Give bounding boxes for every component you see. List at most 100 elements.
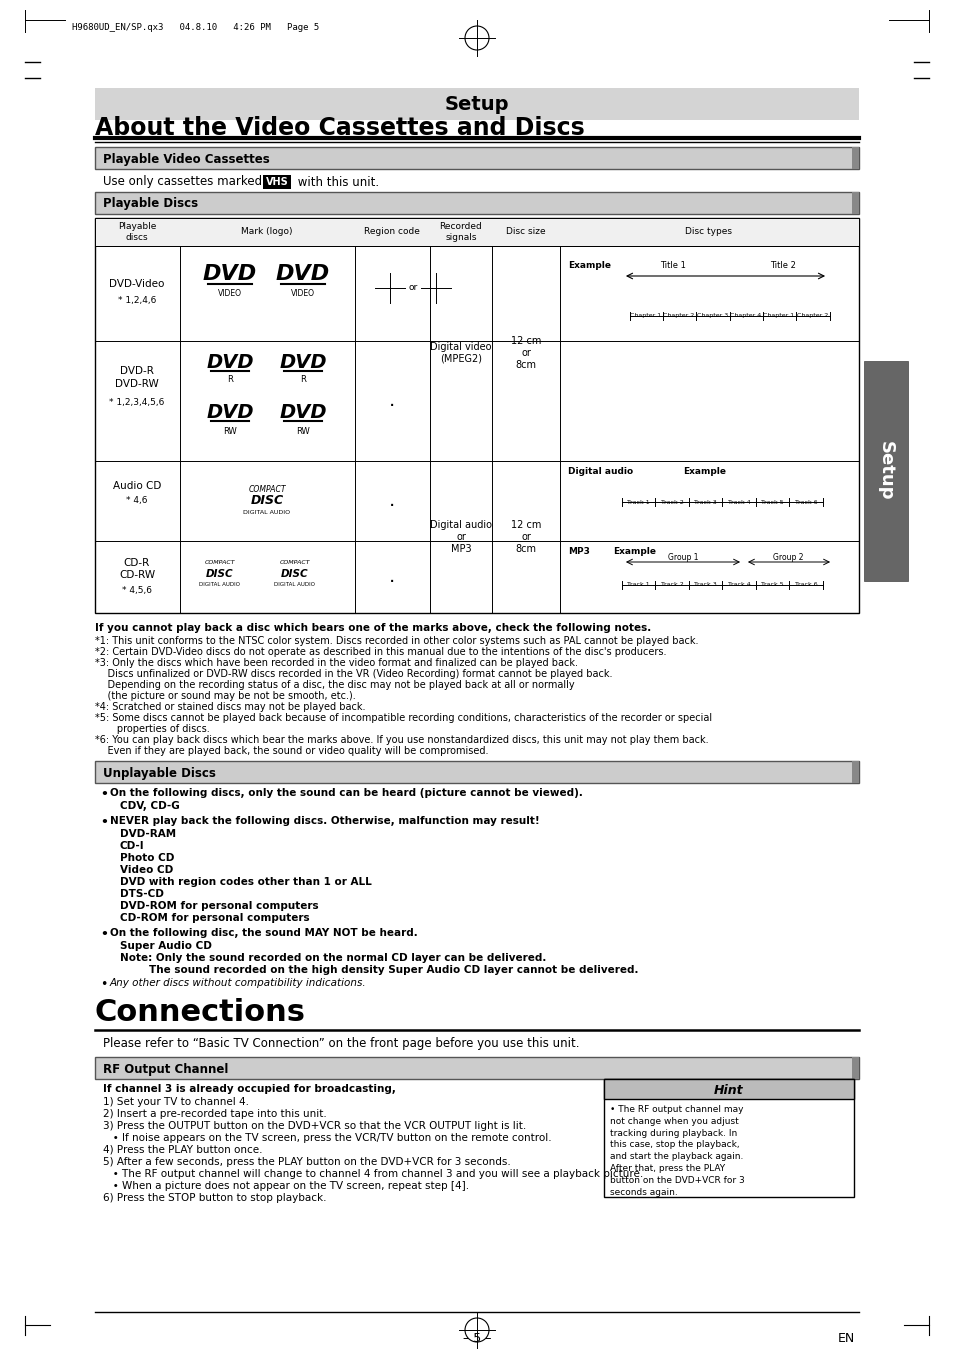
Text: DISC: DISC: [251, 494, 283, 508]
Text: Disc types: Disc types: [685, 227, 732, 236]
Text: R: R: [227, 376, 233, 385]
Text: CDV, CD-G: CDV, CD-G: [120, 801, 179, 811]
Text: 12 cm
or
8cm: 12 cm or 8cm: [510, 336, 540, 370]
Text: Recorded
signals: Recorded signals: [439, 223, 482, 242]
Text: Even if they are played back, the sound or video quality will be compromised.: Even if they are played back, the sound …: [95, 746, 488, 757]
Text: * 4,5,6: * 4,5,6: [122, 586, 152, 596]
Text: or: or: [408, 284, 417, 293]
Text: Please refer to “Basic TV Connection” on the front page before you use this unit: Please refer to “Basic TV Connection” on…: [103, 1038, 578, 1050]
Text: About the Video Cassettes and Discs: About the Video Cassettes and Discs: [95, 116, 584, 141]
Text: 12 cm
or
8cm: 12 cm or 8cm: [510, 520, 540, 554]
Text: H9680UD_EN/SP.qx3   04.8.10   4:26 PM   Page 5: H9680UD_EN/SP.qx3 04.8.10 4:26 PM Page 5: [71, 23, 319, 31]
Text: Digital audio
or
MP3: Digital audio or MP3: [430, 520, 492, 554]
Text: If you cannot play back a disc which bears one of the marks above, check the fol: If you cannot play back a disc which bea…: [95, 623, 651, 634]
Text: R: R: [300, 376, 306, 385]
Text: Track 2: Track 2: [659, 582, 682, 588]
Text: Chapter 2: Chapter 2: [662, 313, 694, 319]
Text: CD-ROM for personal computers: CD-ROM for personal computers: [120, 913, 310, 923]
Text: Chapter 2: Chapter 2: [797, 313, 828, 319]
Circle shape: [578, 478, 618, 517]
Text: Track 4: Track 4: [727, 500, 750, 504]
Text: Playable Discs: Playable Discs: [103, 197, 198, 211]
Text: COMPACT: COMPACT: [279, 561, 310, 566]
Text: DVD: DVD: [206, 354, 253, 373]
Text: • The RF output channel will change to channel 4 from channel 3 and you will see: • The RF output channel will change to c…: [103, 1169, 642, 1179]
Text: Any other discs without compatibility indications.: Any other discs without compatibility in…: [110, 978, 366, 988]
Text: Note: Only the sound recorded on the normal CD layer can be delivered.: Note: Only the sound recorded on the nor…: [120, 952, 546, 963]
Text: Unplayable Discs: Unplayable Discs: [103, 767, 215, 781]
Text: COMPACT: COMPACT: [205, 561, 235, 566]
Text: Track 4: Track 4: [727, 582, 750, 588]
Bar: [851, 1056, 858, 1079]
Text: Chapter 1: Chapter 1: [630, 313, 660, 319]
Text: Audio CD: Audio CD: [112, 481, 161, 490]
Text: Connections: Connections: [95, 998, 306, 1027]
Text: 1) Set your TV to channel 4.: 1) Set your TV to channel 4.: [103, 1097, 249, 1106]
Text: *6: You can play back discs which bear the marks above. If you use nonstandardiz: *6: You can play back discs which bear t…: [95, 735, 708, 744]
Text: Hint: Hint: [714, 1084, 743, 1097]
Circle shape: [594, 494, 601, 503]
Text: – 5 –: – 5 –: [462, 1332, 491, 1344]
Bar: [851, 761, 858, 784]
Text: properties of discs.: properties of discs.: [95, 724, 210, 734]
Text: DVD: DVD: [206, 404, 253, 423]
Text: Setup: Setup: [444, 95, 509, 113]
Bar: [95, 88, 858, 120]
Text: Track 5: Track 5: [760, 582, 782, 588]
Text: (the picture or sound may be not be smooth, etc.).: (the picture or sound may be not be smoo…: [95, 690, 355, 701]
Text: VIDEO: VIDEO: [218, 289, 242, 299]
Text: Track 2: Track 2: [659, 500, 682, 504]
Text: COMPACT: COMPACT: [248, 485, 286, 493]
Text: *5: Some discs cannot be played back because of incompatible recording condition: *5: Some discs cannot be played back bec…: [95, 713, 711, 723]
Text: Track 1: Track 1: [626, 582, 649, 588]
Text: * 1,2,4,6: * 1,2,4,6: [117, 296, 156, 305]
Text: DVD: DVD: [203, 263, 257, 284]
Text: RF Output Channel: RF Output Channel: [103, 1063, 228, 1077]
Text: .: .: [389, 392, 395, 411]
Bar: [863, 361, 907, 581]
Text: RW: RW: [223, 427, 236, 435]
Text: On the following disc, the sound MAY NOT be heard.: On the following disc, the sound MAY NOT…: [110, 928, 417, 938]
Text: Video CD: Video CD: [120, 865, 173, 875]
Text: Depending on the recording status of a disc, the disc may not be played back at : Depending on the recording status of a d…: [95, 680, 574, 690]
Text: Track 6: Track 6: [794, 500, 817, 504]
Text: The sound recorded on the high density Super Audio CD layer cannot be delivered.: The sound recorded on the high density S…: [120, 965, 638, 975]
Text: Track 5: Track 5: [760, 500, 782, 504]
Bar: [851, 192, 858, 213]
Bar: [95, 1056, 858, 1079]
Text: Region code: Region code: [364, 227, 419, 236]
Text: Chapter 4: Chapter 4: [730, 313, 760, 319]
Text: 6) Press the STOP button to stop playback.: 6) Press the STOP button to stop playbac…: [103, 1193, 326, 1202]
Text: Group 1: Group 1: [667, 553, 698, 562]
Text: CD-RW: CD-RW: [119, 570, 155, 580]
Bar: [603, 1079, 853, 1197]
Text: Super Audio CD: Super Audio CD: [120, 942, 212, 951]
Text: DVD-R: DVD-R: [120, 366, 153, 376]
Circle shape: [578, 561, 618, 601]
Text: with this unit.: with this unit.: [294, 176, 378, 189]
Circle shape: [578, 286, 627, 336]
Text: DISC: DISC: [281, 569, 309, 580]
Text: Group 2: Group 2: [772, 553, 802, 562]
Text: Example: Example: [567, 262, 610, 270]
Text: • The RF output channel may
not change when you adjust
tracking during playback.: • The RF output channel may not change w…: [609, 1105, 744, 1197]
Text: DVD: DVD: [279, 354, 327, 373]
Text: Discs unfinalized or DVD-RW discs recorded in the VR (Video Recording) format ca: Discs unfinalized or DVD-RW discs record…: [95, 669, 612, 680]
Text: Photo CD: Photo CD: [120, 852, 174, 863]
Text: Use only cassettes marked: Use only cassettes marked: [103, 176, 262, 189]
Text: NEVER play back the following discs. Otherwise, malfunction may result!: NEVER play back the following discs. Oth…: [110, 816, 539, 825]
Text: EN: EN: [837, 1332, 854, 1344]
Text: MP3: MP3: [567, 547, 589, 555]
Text: DIGITAL AUDIO: DIGITAL AUDIO: [274, 581, 315, 586]
Text: .: .: [389, 492, 395, 511]
Text: 3) Press the OUTPUT button on the DVD+VCR so that the VCR OUTPUT light is lit.: 3) Press the OUTPUT button on the DVD+VC…: [103, 1121, 526, 1131]
Text: DVD with region codes other than 1 or ALL: DVD with region codes other than 1 or AL…: [120, 877, 372, 888]
Text: • If noise appears on the TV screen, press the VCR/TV button on the remote contr: • If noise appears on the TV screen, pre…: [103, 1133, 551, 1143]
Text: DVD-RAM: DVD-RAM: [120, 830, 176, 839]
Circle shape: [598, 305, 607, 316]
Text: •: •: [100, 928, 108, 942]
Text: If channel 3 is already occupied for broadcasting,: If channel 3 is already occupied for bro…: [103, 1084, 395, 1094]
Text: CD-I: CD-I: [120, 842, 145, 851]
Text: VHS: VHS: [265, 177, 288, 186]
Bar: [95, 147, 858, 169]
